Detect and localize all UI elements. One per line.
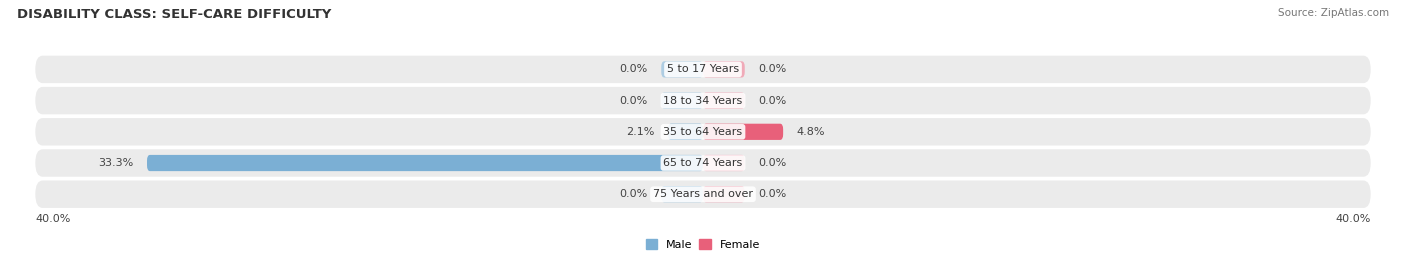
Text: 75 Years and over: 75 Years and over	[652, 189, 754, 199]
FancyBboxPatch shape	[661, 61, 703, 77]
Text: 0.0%: 0.0%	[758, 189, 786, 199]
Text: 0.0%: 0.0%	[620, 189, 648, 199]
FancyBboxPatch shape	[668, 124, 703, 140]
Text: 65 to 74 Years: 65 to 74 Years	[664, 158, 742, 168]
FancyBboxPatch shape	[35, 118, 1371, 146]
FancyBboxPatch shape	[703, 186, 745, 202]
FancyBboxPatch shape	[703, 61, 745, 77]
FancyBboxPatch shape	[703, 93, 745, 109]
FancyBboxPatch shape	[35, 56, 1371, 83]
FancyBboxPatch shape	[35, 180, 1371, 208]
Text: 5 to 17 Years: 5 to 17 Years	[666, 64, 740, 75]
Text: 40.0%: 40.0%	[35, 214, 70, 224]
Text: 0.0%: 0.0%	[620, 95, 648, 106]
Legend: Male, Female: Male, Female	[641, 235, 765, 254]
Text: 35 to 64 Years: 35 to 64 Years	[664, 127, 742, 137]
FancyBboxPatch shape	[703, 155, 745, 171]
Text: 0.0%: 0.0%	[758, 95, 786, 106]
FancyBboxPatch shape	[35, 149, 1371, 177]
Text: DISABILITY CLASS: SELF-CARE DIFFICULTY: DISABILITY CLASS: SELF-CARE DIFFICULTY	[17, 8, 332, 21]
Text: 0.0%: 0.0%	[620, 64, 648, 75]
Text: 0.0%: 0.0%	[758, 64, 786, 75]
Text: Source: ZipAtlas.com: Source: ZipAtlas.com	[1278, 8, 1389, 18]
FancyBboxPatch shape	[661, 186, 703, 202]
Text: 40.0%: 40.0%	[1336, 214, 1371, 224]
Text: 18 to 34 Years: 18 to 34 Years	[664, 95, 742, 106]
Text: 33.3%: 33.3%	[98, 158, 134, 168]
FancyBboxPatch shape	[661, 93, 703, 109]
Text: 4.8%: 4.8%	[796, 127, 825, 137]
FancyBboxPatch shape	[35, 87, 1371, 114]
FancyBboxPatch shape	[148, 155, 703, 171]
Text: 2.1%: 2.1%	[626, 127, 655, 137]
Text: 0.0%: 0.0%	[758, 158, 786, 168]
FancyBboxPatch shape	[703, 124, 783, 140]
